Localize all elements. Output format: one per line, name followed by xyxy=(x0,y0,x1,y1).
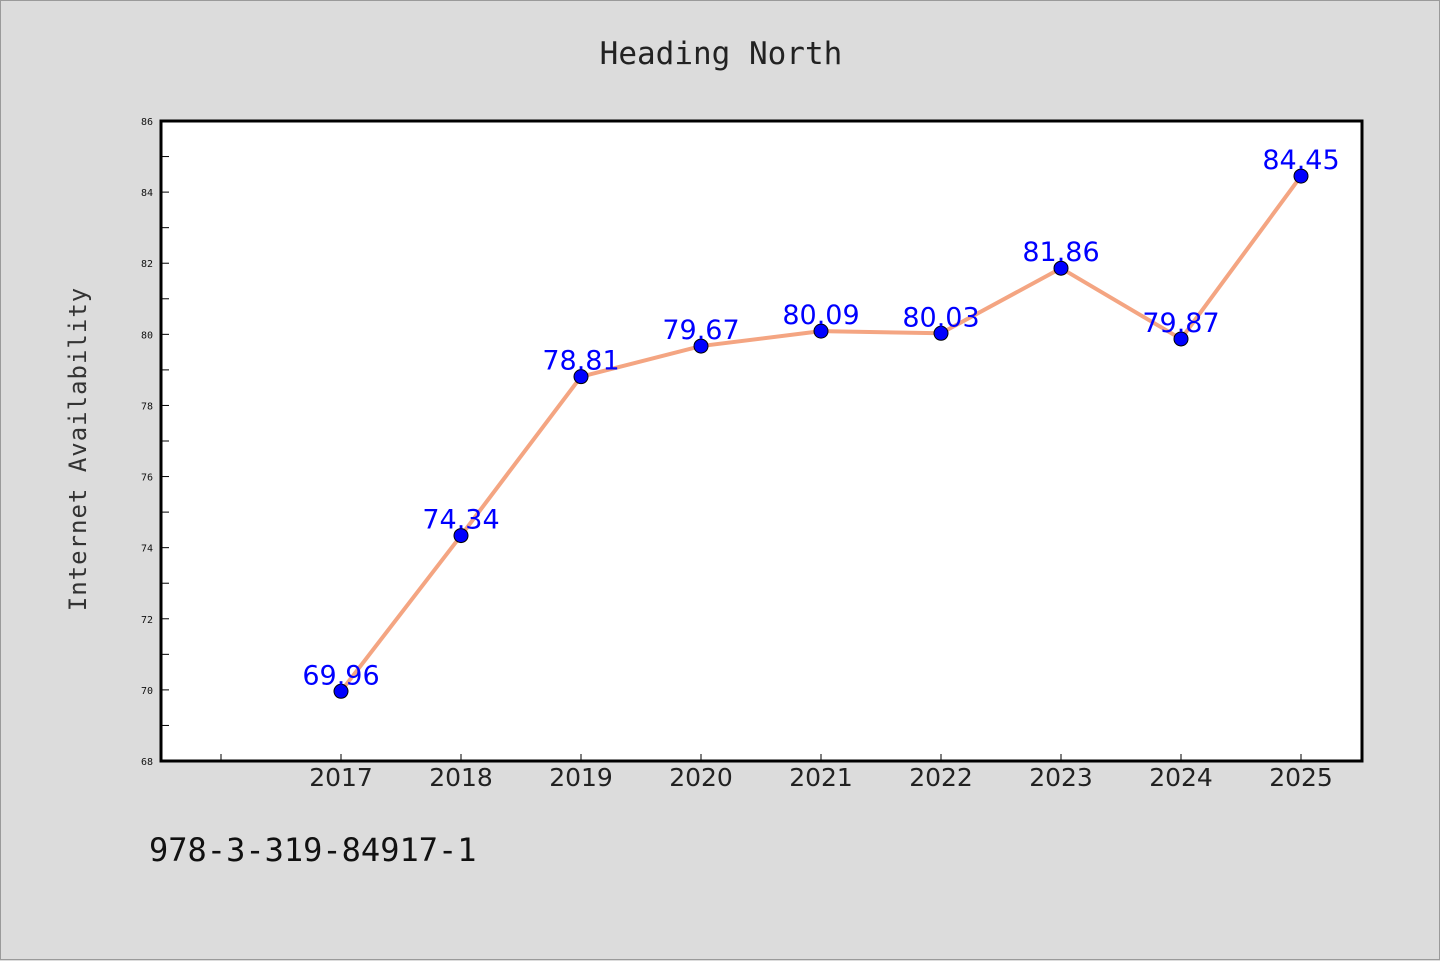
data-label: 79.87 xyxy=(1142,308,1219,339)
chart-marks: 68 70 72 74 76 78 80 82 84 86 2017 2018 2019 2020 2021… xyxy=(141,117,1340,792)
data-label: 74.34 xyxy=(422,505,499,536)
y-tick-label: 68 xyxy=(141,757,153,768)
data-point-marker xyxy=(453,528,469,544)
y-tick-label: 82 xyxy=(141,259,153,270)
x-tick-label: 2025 xyxy=(1269,763,1333,792)
y-axis-label: Internet Availability xyxy=(64,287,92,611)
x-tick-label: 2024 xyxy=(1149,763,1213,792)
x-tick-label: 2018 xyxy=(429,763,493,792)
y-tick-label: 86 xyxy=(141,117,153,128)
y-tick-label: 76 xyxy=(141,473,153,484)
x-tick-label: 2022 xyxy=(909,763,973,792)
x-tick-label: 2020 xyxy=(669,763,733,792)
x-tick-label: 2019 xyxy=(549,763,613,792)
y-tick-label: 70 xyxy=(141,686,153,697)
plot-frame xyxy=(159,119,1364,763)
data-point-marker xyxy=(813,323,829,339)
data-point-marker xyxy=(1053,260,1069,276)
x-tick-label: 2017 xyxy=(309,763,373,792)
data-point-marker xyxy=(573,369,589,385)
y-tick-label: 84 xyxy=(141,188,153,199)
x-tick-label: 2021 xyxy=(789,763,853,792)
data-point-marker xyxy=(333,683,349,699)
data-label: 81.86 xyxy=(1022,237,1099,268)
data-label: 79.67 xyxy=(662,315,739,346)
data-label: 69.96 xyxy=(302,660,379,691)
y-tick-label: 78 xyxy=(141,401,153,412)
x-tick-label: 2023 xyxy=(1029,763,1093,792)
data-label: 84.45 xyxy=(1262,145,1339,176)
y-tick-label: 80 xyxy=(141,330,153,341)
data-label: 80.03 xyxy=(902,302,979,333)
chart-title: Heading North xyxy=(600,36,843,72)
data-point-marker xyxy=(693,338,709,354)
data-point-marker xyxy=(1293,168,1309,184)
y-tick-label: 74 xyxy=(141,544,153,555)
data-point-marker xyxy=(1173,331,1189,347)
data-label: 78.81 xyxy=(542,346,619,377)
y-tick-label: 72 xyxy=(141,615,153,626)
data-label: 80.09 xyxy=(782,300,859,331)
footer-code: 978-3-319-84917-1 xyxy=(149,831,477,869)
plot-area xyxy=(161,121,1362,761)
data-point-marker xyxy=(933,325,949,341)
